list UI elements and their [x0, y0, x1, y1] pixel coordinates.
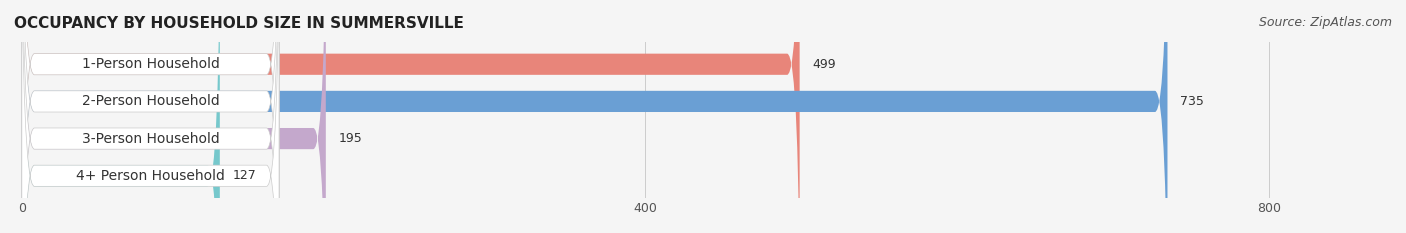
Text: 1-Person Household: 1-Person Household [82, 57, 219, 71]
FancyBboxPatch shape [22, 0, 219, 233]
Text: 499: 499 [813, 58, 835, 71]
FancyBboxPatch shape [22, 0, 278, 233]
Text: 735: 735 [1180, 95, 1204, 108]
FancyBboxPatch shape [22, 0, 1167, 233]
FancyBboxPatch shape [22, 0, 326, 233]
Text: 2-Person Household: 2-Person Household [82, 94, 219, 108]
Text: 195: 195 [339, 132, 361, 145]
Text: 3-Person Household: 3-Person Household [82, 132, 219, 146]
Text: OCCUPANCY BY HOUSEHOLD SIZE IN SUMMERSVILLE: OCCUPANCY BY HOUSEHOLD SIZE IN SUMMERSVI… [14, 16, 464, 31]
Text: 127: 127 [232, 169, 256, 182]
Text: Source: ZipAtlas.com: Source: ZipAtlas.com [1258, 16, 1392, 29]
FancyBboxPatch shape [22, 0, 278, 233]
FancyBboxPatch shape [22, 0, 278, 233]
FancyBboxPatch shape [22, 0, 278, 233]
Text: 4+ Person Household: 4+ Person Household [76, 169, 225, 183]
FancyBboxPatch shape [22, 0, 800, 233]
